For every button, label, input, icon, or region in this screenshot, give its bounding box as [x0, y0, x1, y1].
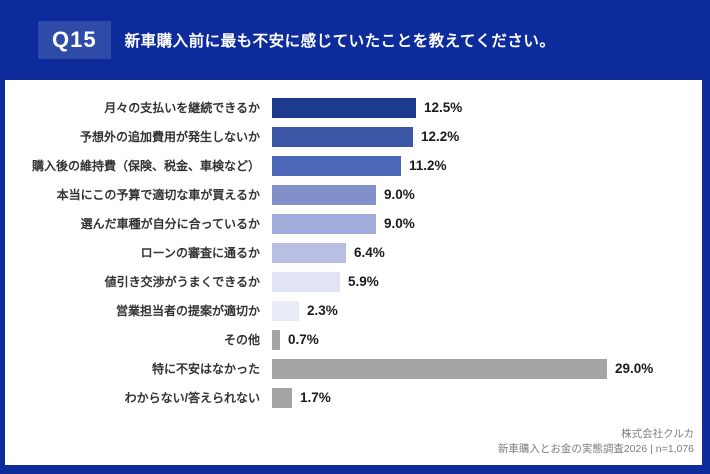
bar-track: 6.4%	[272, 238, 702, 267]
bar	[272, 387, 292, 408]
bar	[272, 97, 416, 118]
chart-row: 値引き交渉がうまくできるか 5.9%	[5, 267, 702, 296]
category-label: わからない/答えられない	[124, 391, 260, 405]
question-header: Q15 新車購入前に最も不安に感じていたことを教えてください。	[0, 0, 710, 80]
bar	[272, 213, 376, 234]
bar-track: 12.5%	[272, 93, 702, 122]
value-label: 0.7%	[288, 332, 319, 347]
chart-row: ローンの審査に通るか 6.4%	[5, 238, 702, 267]
category-label: 月々の支払いを継続できるか	[104, 101, 260, 115]
category-label: 予想外の追加費用が発生しないか	[79, 130, 260, 144]
category-label: 購入後の維持費（保険、税金、車検など）	[31, 159, 260, 173]
category-label: 値引き交渉がうまくできるか	[104, 275, 260, 289]
value-label: 9.0%	[384, 187, 415, 202]
bar-track: 11.2%	[272, 151, 702, 180]
value-label: 12.2%	[421, 129, 460, 144]
category-label: ローンの審査に通るか	[140, 246, 260, 260]
bar-chart: 月々の支払いを継続できるか 12.5% 予想外の追加費用が発生しないか 12.2% 購入…	[5, 93, 702, 412]
bar-track: 2.3%	[272, 296, 702, 325]
chart-row: 選んだ車種が自分に合っているか 9.0%	[5, 209, 702, 238]
bar-track: 0.7%	[272, 325, 702, 354]
chart-row: 営業担当者の提案が適切か 2.3%	[5, 296, 702, 325]
bar-track: 12.2%	[272, 122, 702, 151]
chart-row: 予想外の追加費用が発生しないか 12.2%	[5, 122, 702, 151]
bar-track: 9.0%	[272, 209, 702, 238]
bar	[272, 184, 376, 205]
survey-source: 新車購入とお金の実態調査2026 | n=1,076	[497, 442, 694, 455]
company-name: 株式会社クルカ	[621, 427, 694, 440]
category-label: 選んだ車種が自分に合っているか	[80, 217, 260, 231]
bar-track: 29.0%	[272, 354, 702, 383]
bar-track: 5.9%	[272, 267, 702, 296]
category-label: その他	[223, 333, 260, 347]
value-label: 12.5%	[424, 100, 463, 115]
chart-row: その他 0.7%	[5, 325, 702, 354]
bar	[272, 126, 413, 147]
value-label: 9.0%	[384, 216, 415, 231]
bar	[272, 271, 340, 292]
bar	[272, 242, 346, 263]
chart-row: 特に不安はなかった 29.0%	[5, 354, 702, 383]
bar	[272, 300, 299, 321]
value-label: 5.9%	[348, 274, 379, 289]
bar-track: 9.0%	[272, 180, 702, 209]
chart-row: 本当にこの予算で適切な車が買えるか 9.0%	[5, 180, 702, 209]
chart-row: 購入後の維持費（保険、税金、車検など） 11.2%	[5, 151, 702, 180]
value-label: 29.0%	[615, 361, 654, 376]
chart-row: わからない/答えられない 1.7%	[5, 383, 702, 412]
value-label: 11.2%	[409, 158, 447, 173]
category-label: 営業担当者の提案が適切か	[115, 304, 260, 318]
category-label: 本当にこの予算で適切な車が買えるか	[56, 188, 260, 202]
bar	[272, 358, 607, 379]
chart-card: 月々の支払いを継続できるか 12.5% 予想外の追加費用が発生しないか 12.2% 購入…	[5, 80, 702, 465]
question-title: 新車購入前に最も不安に感じていたことを教えてください。	[124, 33, 556, 50]
category-label: 特に不安はなかった	[151, 362, 260, 376]
bar	[272, 155, 401, 176]
bar-track: 1.7%	[272, 383, 702, 412]
value-label: 2.3%	[307, 303, 338, 318]
question-number-badge: Q15	[38, 21, 111, 59]
value-label: 6.4%	[354, 245, 385, 260]
bar	[272, 329, 280, 350]
source-footer: 株式会社クルカ 新車購入とお金の実態調査2026 | n=1,076	[498, 427, 694, 457]
chart-row: 月々の支払いを継続できるか 12.5%	[5, 93, 702, 122]
value-label: 1.7%	[300, 390, 331, 405]
